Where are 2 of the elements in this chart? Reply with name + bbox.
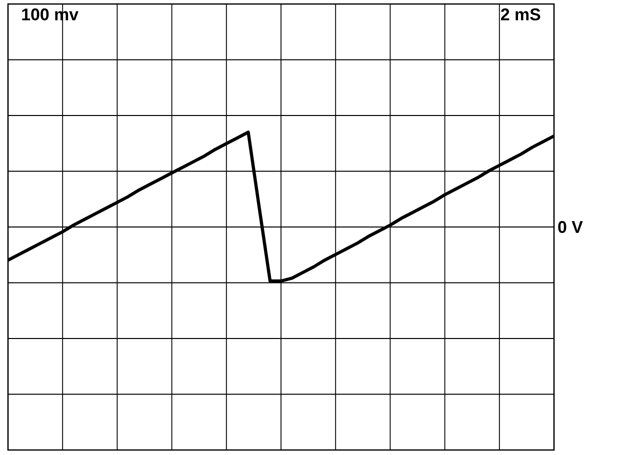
text: 2 mS [501, 8, 540, 20]
ref-line-label: 0 V [558, 221, 583, 233]
